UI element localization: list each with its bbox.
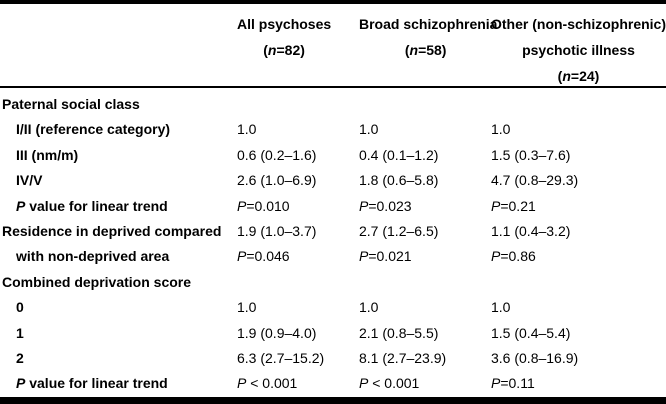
row-label: P value for linear trend <box>16 197 168 214</box>
p-symbol: P <box>491 248 501 265</box>
table-row: 0 1.0 1.0 1.0 <box>0 295 666 320</box>
row-label: 2 <box>16 349 24 366</box>
p-symbol: P <box>359 248 369 265</box>
cell-value: P=0.023 <box>359 197 412 214</box>
p-symbol: P <box>237 248 247 265</box>
column-header-all-psychoses: All psychoses (n=82) <box>237 11 359 89</box>
cell-value: 8.1 (2.7–23.9) <box>359 349 447 366</box>
column-header-text: Other (non-schizophrenic) psychotic illne… <box>491 16 666 84</box>
cell-value: 1.5 (0.4–5.4) <box>491 324 571 341</box>
table-row: III (nm/m) 0.6 (0.2–1.6) 0.4 (0.1–1.2) 1.5 … <box>0 143 666 168</box>
cell-value: 3.6 (0.8–16.9) <box>491 349 579 366</box>
cell-value: 1.0 <box>359 121 379 138</box>
p-symbol: P <box>359 197 369 214</box>
row-label: 1 <box>16 324 24 341</box>
p-symbol: P <box>16 375 26 392</box>
table-body: Paternal social class I/II (reference cat… <box>0 88 666 397</box>
column-header-text: All psychoses (n=82) <box>237 16 332 58</box>
top-rule <box>0 0 666 4</box>
row-label: Paternal social class <box>2 96 140 112</box>
p-symbol: P <box>359 375 369 392</box>
cell-value: 1.9 (1.0–3.7) <box>237 222 317 239</box>
p-symbol: P <box>491 375 501 392</box>
cell-value: 1.1 (0.4–3.2) <box>491 222 571 239</box>
cell-value: P=0.86 <box>491 248 536 265</box>
cell-value: P < 0.001 <box>359 375 420 392</box>
column-header-text: Broad schizophrenia (n=58) <box>359 16 498 58</box>
cell-value: 0.6 (0.2–1.6) <box>237 146 317 163</box>
table-row: with non-deprived area P=0.046 P=0.021 P=0.… <box>0 244 666 269</box>
cell-value: 1.5 (0.3–7.6) <box>491 146 571 163</box>
cell-value: P < 0.001 <box>237 375 298 392</box>
cell-value: 2.7 (1.2–6.5) <box>359 222 439 239</box>
cell-value: 2.1 (0.8–5.5) <box>359 324 439 341</box>
cell-value: 1.0 <box>237 299 257 316</box>
cell-value: 1.0 <box>491 299 511 316</box>
cell-value <box>359 92 491 117</box>
cell-value: P=0.21 <box>491 197 536 214</box>
cell-value: 1.8 (0.6–5.8) <box>359 172 439 189</box>
row-label: 0 <box>16 299 24 316</box>
cell-value: 6.3 (2.7–15.2) <box>237 349 325 366</box>
table-row: IV/V 2.6 (1.0–6.9) 1.8 (0.6–5.8) 4.7 (0.8–2… <box>0 168 666 193</box>
cell-value <box>359 270 491 295</box>
cell-value: 0.4 (0.1–1.2) <box>359 146 439 163</box>
cell-value: P=0.010 <box>237 197 290 214</box>
n-symbol: n <box>409 42 419 58</box>
n-symbol: n <box>267 42 277 58</box>
row-label: P value for linear trend <box>16 375 168 392</box>
table-row: P value for linear trend P < 0.001 P < 0.0… <box>0 371 666 396</box>
column-header-row: All psychoses (n=82) Broad schizophrenia (n… <box>0 4 666 86</box>
header-rule <box>0 86 666 88</box>
cell-value: P=0.021 <box>359 248 412 265</box>
table-row: Residence in deprived compared 1.9 (1.0–3… <box>0 219 666 244</box>
cell-value <box>491 92 666 117</box>
table-row: 2 6.3 (2.7–15.2) 8.1 (2.7–23.9) 3.6 (0.8–16… <box>0 346 666 371</box>
cell-value: 4.7 (0.8–29.3) <box>491 172 579 189</box>
table-row: P value for linear trend P=0.010 P=0.023 P=… <box>0 194 666 219</box>
cell-value: 1.0 <box>491 121 511 138</box>
row-label: IV/V <box>16 172 43 189</box>
cell-value <box>237 270 359 295</box>
row-label: with non-deprived area <box>16 248 170 265</box>
column-header-broad-schizophrenia: Broad schizophrenia (n=58) <box>359 11 498 89</box>
section-row: Combined deprivation score <box>0 270 666 295</box>
column-header-other-psychotic-illness: Other (non-schizophrenic) psychotic illne… <box>491 11 666 89</box>
cell-value: 2.6 (1.0–6.9) <box>237 172 317 189</box>
p-symbol: P <box>237 375 247 392</box>
row-label: Residence in deprived compared <box>2 222 222 239</box>
p-symbol: P <box>237 197 247 214</box>
cell-value: P=0.11 <box>491 375 535 392</box>
cell-value: 1.0 <box>237 121 257 138</box>
row-label: Combined deprivation score <box>2 273 192 290</box>
bottom-rule <box>0 396 666 404</box>
table-row: I/II (reference category) 1.0 1.0 1.0 <box>0 117 666 142</box>
section-row: Paternal social class <box>0 92 666 117</box>
row-label: I/II (reference category) <box>16 121 171 138</box>
cell-value <box>491 270 666 295</box>
p-symbol: P <box>16 197 26 214</box>
p-symbol: P <box>491 197 501 214</box>
cell-value: 1.9 (0.9–4.0) <box>237 324 317 341</box>
cell-value: P=0.046 <box>237 248 290 265</box>
row-label: III (nm/m) <box>16 146 79 163</box>
cell-value: 1.0 <box>359 299 379 316</box>
n-symbol: n <box>562 68 571 84</box>
cell-value <box>237 92 359 117</box>
stub-header <box>0 11 237 89</box>
table-row: 1 1.9 (0.9–4.0) 2.1 (0.8–5.5) 1.5 (0.4–5.4) <box>0 321 666 346</box>
